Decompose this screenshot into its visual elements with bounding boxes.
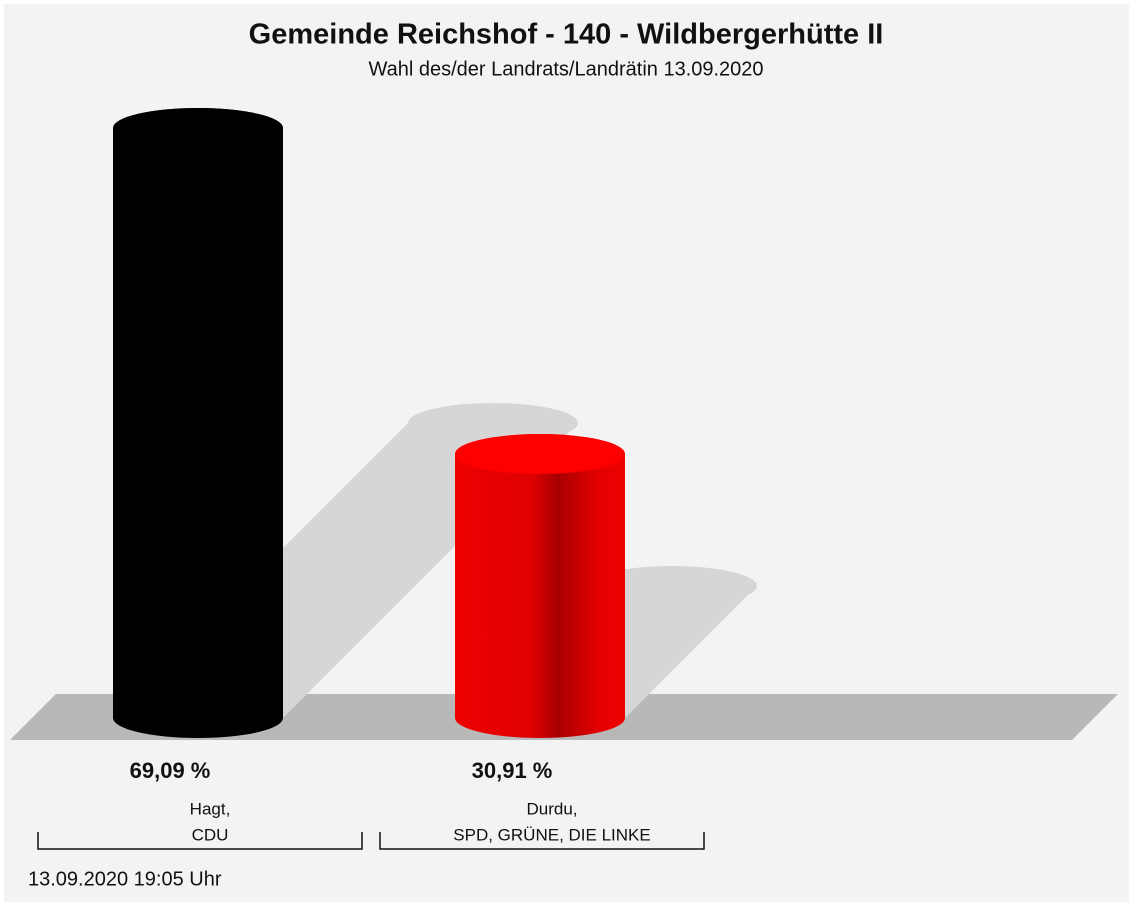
category-label: SPD, GRÜNE, DIE LINKE: [453, 825, 650, 844]
category-label: Durdu,: [526, 799, 577, 818]
bar-shadow: [408, 403, 578, 443]
chart-subtitle: Wahl des/der Landrats/Landrätin 13.09.20…: [368, 58, 763, 80]
timestamp: 13.09.2020 19:05 Uhr: [28, 868, 222, 890]
category-bracket: [37, 832, 363, 850]
bar-shadow: [586, 566, 757, 607]
bar: [113, 108, 283, 738]
value-label: 30,91 %: [472, 758, 553, 783]
chart-title: Gemeinde Reichshof - 140 - Wildbergerhüt…: [249, 19, 884, 51]
category-bracket: [379, 832, 705, 850]
bar: [455, 434, 625, 738]
bar-top: [113, 108, 283, 148]
bar-top: [455, 434, 625, 475]
category-label: Hagt,: [190, 799, 231, 818]
category-label: CDU: [192, 825, 229, 844]
value-label: 69,09 %: [130, 758, 211, 783]
